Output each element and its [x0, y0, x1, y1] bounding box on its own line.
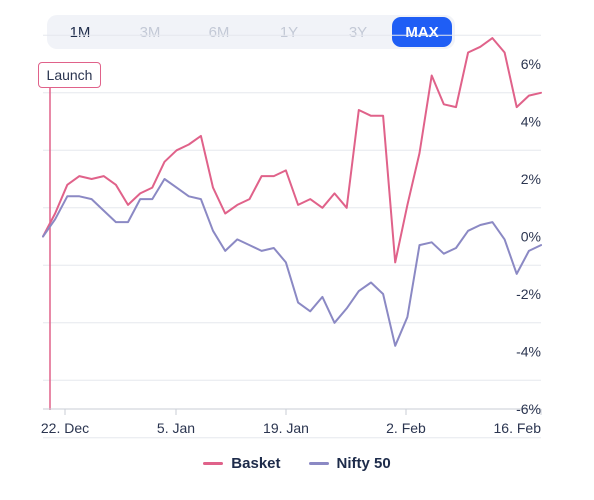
legend-label-nifty: Nifty 50 [336, 455, 391, 472]
legend-item-nifty[interactable]: Nifty 50 [308, 455, 391, 472]
x-tick-label-2: 19. Jan [263, 420, 309, 436]
y-tick-label-0: 6% [521, 56, 541, 72]
range-1m-button[interactable]: 1M [69, 23, 91, 41]
range-6m-button[interactable]: 6M [208, 23, 230, 41]
range-1y-button[interactable]: 1Y [279, 23, 299, 41]
x-tick-label-4: 16. Feb [494, 420, 542, 436]
x-axis: 22. Dec 5. Jan 19. Jan 2. Feb 16. Feb [41, 408, 542, 436]
x-tick-label-3: 2. Feb [386, 420, 426, 436]
y-tick-label-2: 2% [521, 171, 541, 187]
y-tick-label-4: -2% [516, 286, 541, 302]
x-tick-label-0: 22. Dec [41, 420, 89, 436]
y-tick-label-1: 4% [521, 114, 541, 130]
chart-series [42, 37, 542, 347]
legend-label-basket: Basket [231, 455, 281, 472]
series-line-nifty [42, 178, 542, 347]
range-3y-button[interactable]: 3Y [348, 23, 368, 41]
legend-swatch-basket [203, 462, 224, 465]
launch-annotation: Launch [38, 62, 101, 88]
legend-item-basket[interactable]: Basket [203, 455, 281, 472]
series-line-basket [42, 37, 542, 264]
y-axis: 6% 4% 2% 0% -2% -4% -6% [516, 56, 541, 417]
y-tick-label-5: -4% [516, 344, 541, 360]
x-tick-label-1: 5. Jan [157, 420, 195, 436]
range-max-button[interactable]: MAX [392, 17, 452, 47]
y-tick-label-6: -6% [516, 401, 541, 417]
chart-legend: Basket Nifty 50 [0, 455, 594, 472]
y-tick-label-3: 0% [521, 229, 541, 245]
chart-grid [43, 34, 541, 439]
range-3m-button[interactable]: 3M [139, 23, 161, 41]
legend-swatch-nifty [308, 462, 329, 465]
line-chart: 22. Dec 5. Jan 19. Jan 2. Feb 16. Feb 6% 4% 2%… [41, 34, 542, 439]
range-selector: 1M 3M 6M 1Y 3Y MAX [47, 15, 455, 49]
